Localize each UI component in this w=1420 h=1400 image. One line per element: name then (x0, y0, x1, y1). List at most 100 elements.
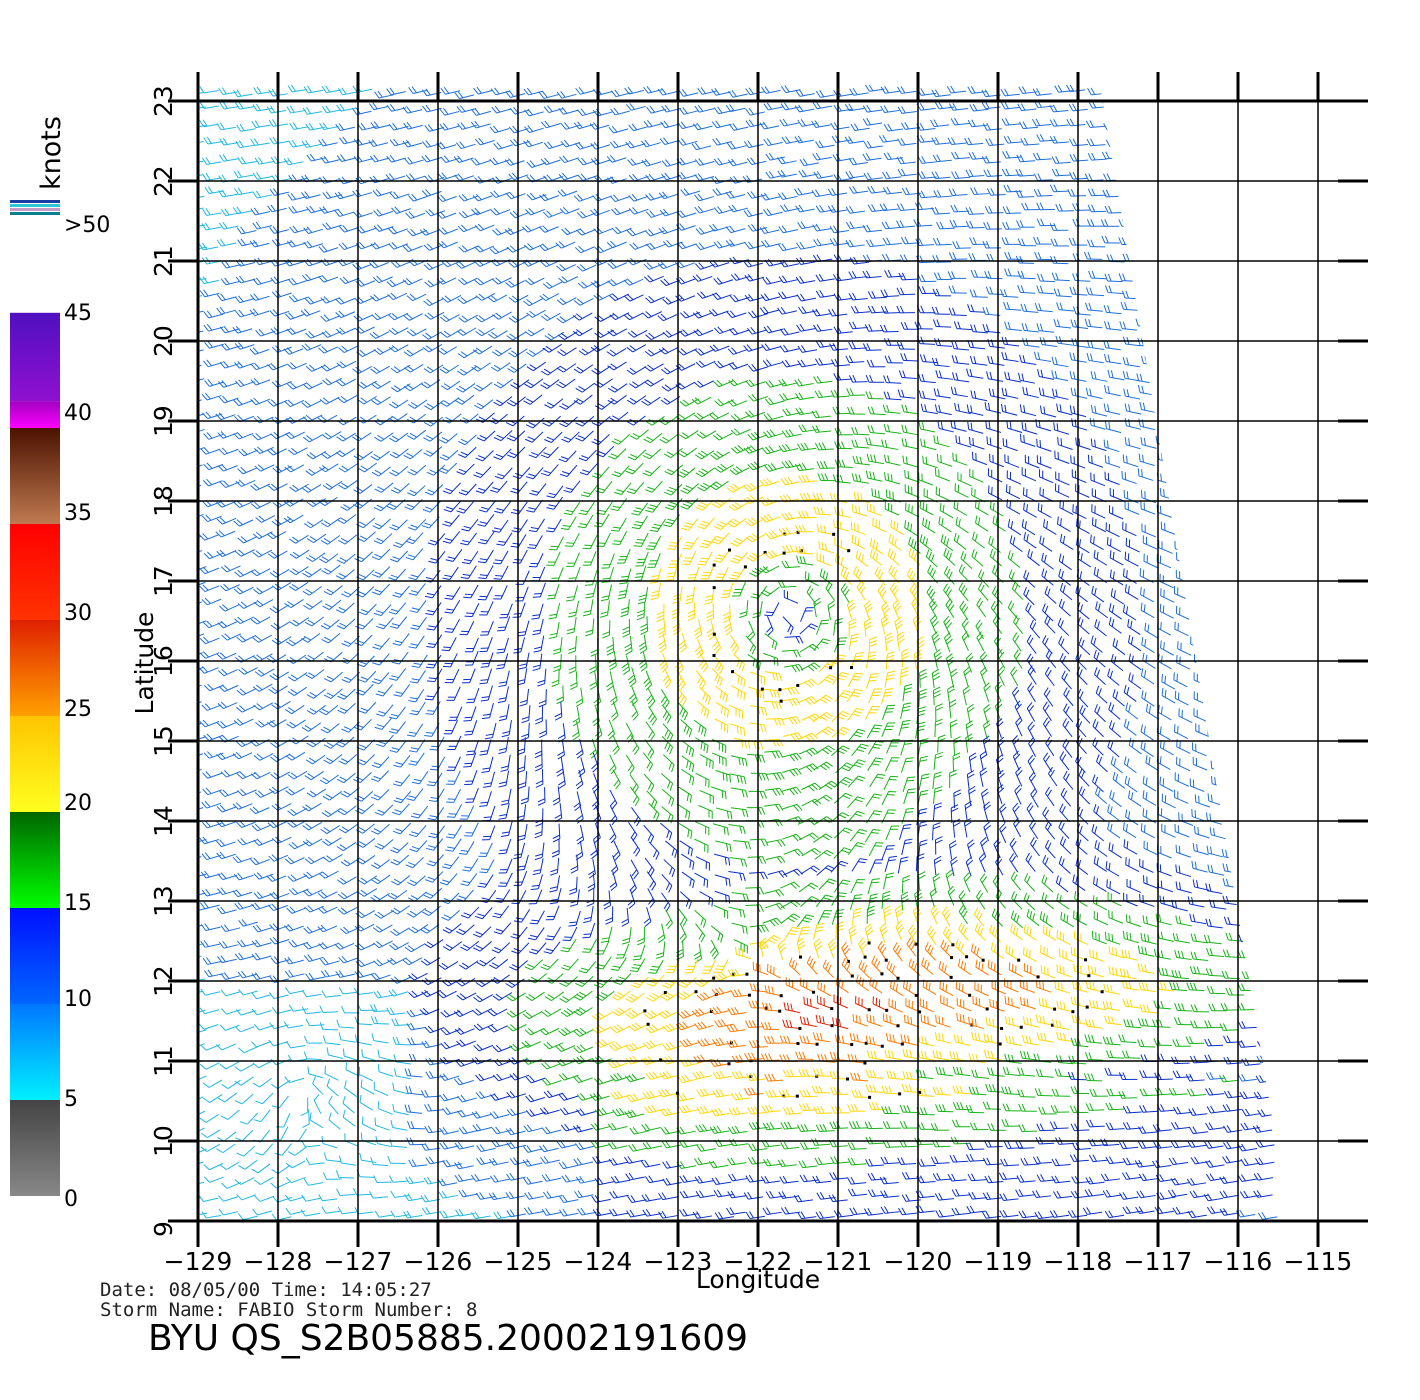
wind-barb (967, 704, 974, 723)
wind-barb (200, 902, 219, 909)
wind-barb (611, 208, 630, 215)
wind-barb (284, 924, 303, 931)
wind-barb (1040, 911, 1052, 927)
wind-barb (954, 737, 961, 755)
wind-barb (306, 755, 325, 764)
wind-barb (986, 138, 1005, 145)
wind-barb (1158, 452, 1174, 463)
wind-barb (799, 748, 818, 756)
wind-barb (1087, 353, 1104, 363)
wind-barb (1208, 608, 1223, 621)
wind-barb (406, 857, 424, 867)
wind-barb (1260, 577, 1276, 588)
wind-barb (375, 840, 393, 850)
wind-barb (823, 960, 833, 978)
wind-barb (185, 940, 204, 947)
wind-barb (1110, 790, 1122, 807)
wind-barb (1094, 856, 1107, 872)
wind-barb (591, 753, 598, 772)
wind-barb (763, 918, 782, 926)
wind-barb (1033, 153, 1051, 160)
wind-barb (1091, 473, 1105, 486)
wind-barb (795, 105, 814, 112)
wind-barb (1087, 240, 1105, 247)
wind-barb (783, 869, 802, 876)
wind-barb (1034, 352, 1051, 362)
wind-barb (235, 953, 254, 960)
wind-barb (564, 481, 581, 493)
wind-barb (645, 229, 664, 236)
wind-barb (1241, 107, 1260, 114)
wind-barb (353, 772, 371, 782)
wind-barb (234, 361, 253, 368)
wind-barb (712, 533, 729, 544)
wind-barb (594, 294, 613, 301)
wind-barb (1243, 560, 1259, 571)
wind-barb (404, 122, 423, 129)
wind-barb (1260, 744, 1276, 755)
wind-barb (765, 903, 784, 910)
wind-barb (234, 520, 253, 527)
wind-barb (549, 603, 560, 619)
wind-barb (662, 893, 671, 912)
wind-barb (1024, 924, 1036, 940)
wind-barb (518, 771, 526, 788)
wind-barb (607, 155, 626, 162)
wind-barb (656, 941, 665, 958)
wind-barb (1064, 704, 1073, 722)
wind-barb (744, 445, 763, 453)
wind-barb (1188, 357, 1205, 366)
wind-barb (716, 808, 732, 819)
wind-barb (200, 652, 219, 659)
wind-barb (424, 888, 442, 898)
wind-barb (507, 332, 526, 340)
wind-barb (186, 905, 205, 912)
wind-barb (730, 858, 747, 867)
wind-barb (882, 440, 899, 450)
wind-barb (1007, 470, 1021, 484)
wind-barb (789, 958, 800, 975)
wind-barb (505, 159, 524, 166)
wind-barb (1043, 807, 1052, 826)
wind-barb (222, 634, 241, 641)
wind-barb (409, 568, 426, 580)
wind-barb (919, 774, 929, 790)
wind-barb (1091, 371, 1107, 381)
wind-barb (556, 264, 575, 271)
wind-barb (984, 720, 991, 739)
wind-barb (1260, 673, 1276, 684)
wind-barb (320, 958, 339, 965)
wind-barb (714, 905, 728, 918)
wind-barb (610, 141, 629, 148)
wind-barb (663, 669, 671, 688)
wind-barb (1129, 738, 1141, 754)
wind-barb (812, 190, 831, 197)
wind-barb (1059, 554, 1071, 570)
wind-barb (868, 407, 886, 415)
wind-barb (566, 585, 578, 601)
wind-barb (517, 621, 529, 636)
wind-barb (1094, 667, 1105, 684)
wind-barb (422, 105, 441, 112)
wind-barb (1242, 744, 1258, 755)
wind-barb (557, 298, 576, 305)
wind-barb (966, 221, 984, 228)
colorbar-cap-stripe (10, 208, 60, 211)
wind-barb (1094, 650, 1105, 667)
wind-barb (406, 174, 425, 181)
wind-barb (952, 355, 969, 364)
wind-barb (893, 600, 901, 619)
wind-barb (1137, 288, 1155, 296)
wind-barb (403, 140, 422, 147)
wind-barb (439, 228, 458, 235)
wind-barb (374, 209, 393, 216)
wind-barb (625, 636, 632, 655)
wind-barb (866, 794, 882, 806)
wind-barb (319, 245, 338, 252)
wind-barb (424, 723, 439, 736)
wind-barb (878, 585, 886, 604)
wind-barb (729, 502, 748, 510)
wind-barb (594, 687, 601, 706)
wind-barb (661, 397, 680, 405)
wind-barb (1051, 239, 1069, 246)
